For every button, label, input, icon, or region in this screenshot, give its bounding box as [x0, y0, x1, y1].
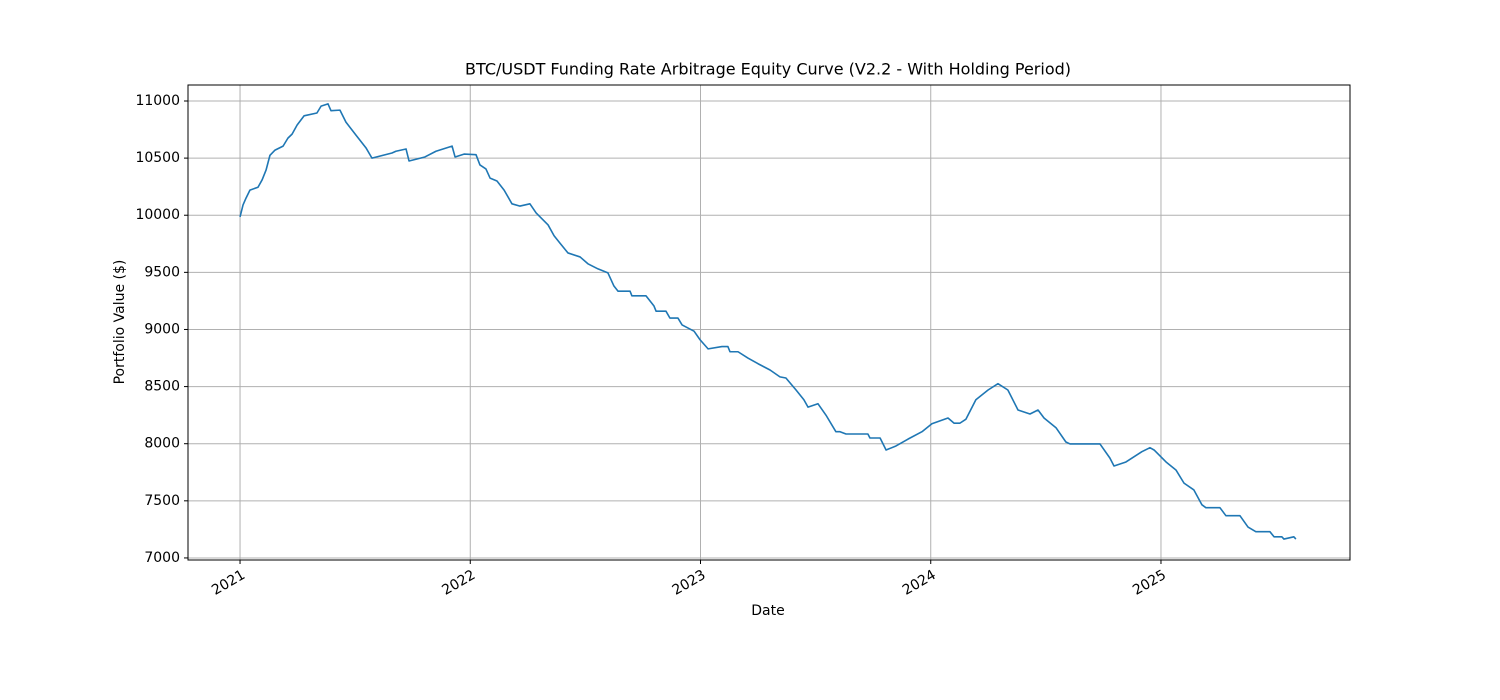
y-tick-label: 10000 — [135, 207, 180, 223]
x-tick-label: 2024 — [900, 567, 939, 599]
chart-title: BTC/USDT Funding Rate Arbitrage Equity C… — [465, 60, 1071, 79]
y-tick-label: 7500 — [144, 493, 180, 509]
y-tick-label: 7000 — [144, 550, 180, 566]
y-tick-label: 11000 — [135, 93, 180, 109]
x-axis-label: Date — [751, 603, 784, 619]
y-tick-label: 9000 — [144, 321, 180, 337]
y-tick-label: 8500 — [144, 379, 180, 395]
plot-frame — [187, 84, 1351, 561]
x-tick-label: 2023 — [670, 567, 709, 599]
y-tick-label: 10500 — [135, 150, 180, 166]
y-tick-label: 8000 — [144, 436, 180, 452]
x-tick-label: 2021 — [209, 567, 248, 599]
x-tick-label: 2022 — [439, 567, 478, 599]
y-axis-label: Portfolio Value ($) — [112, 260, 128, 385]
line-series — [239, 103, 1297, 540]
y-tick-label: 9500 — [144, 264, 180, 280]
x-tick-label: 2025 — [1130, 567, 1169, 599]
